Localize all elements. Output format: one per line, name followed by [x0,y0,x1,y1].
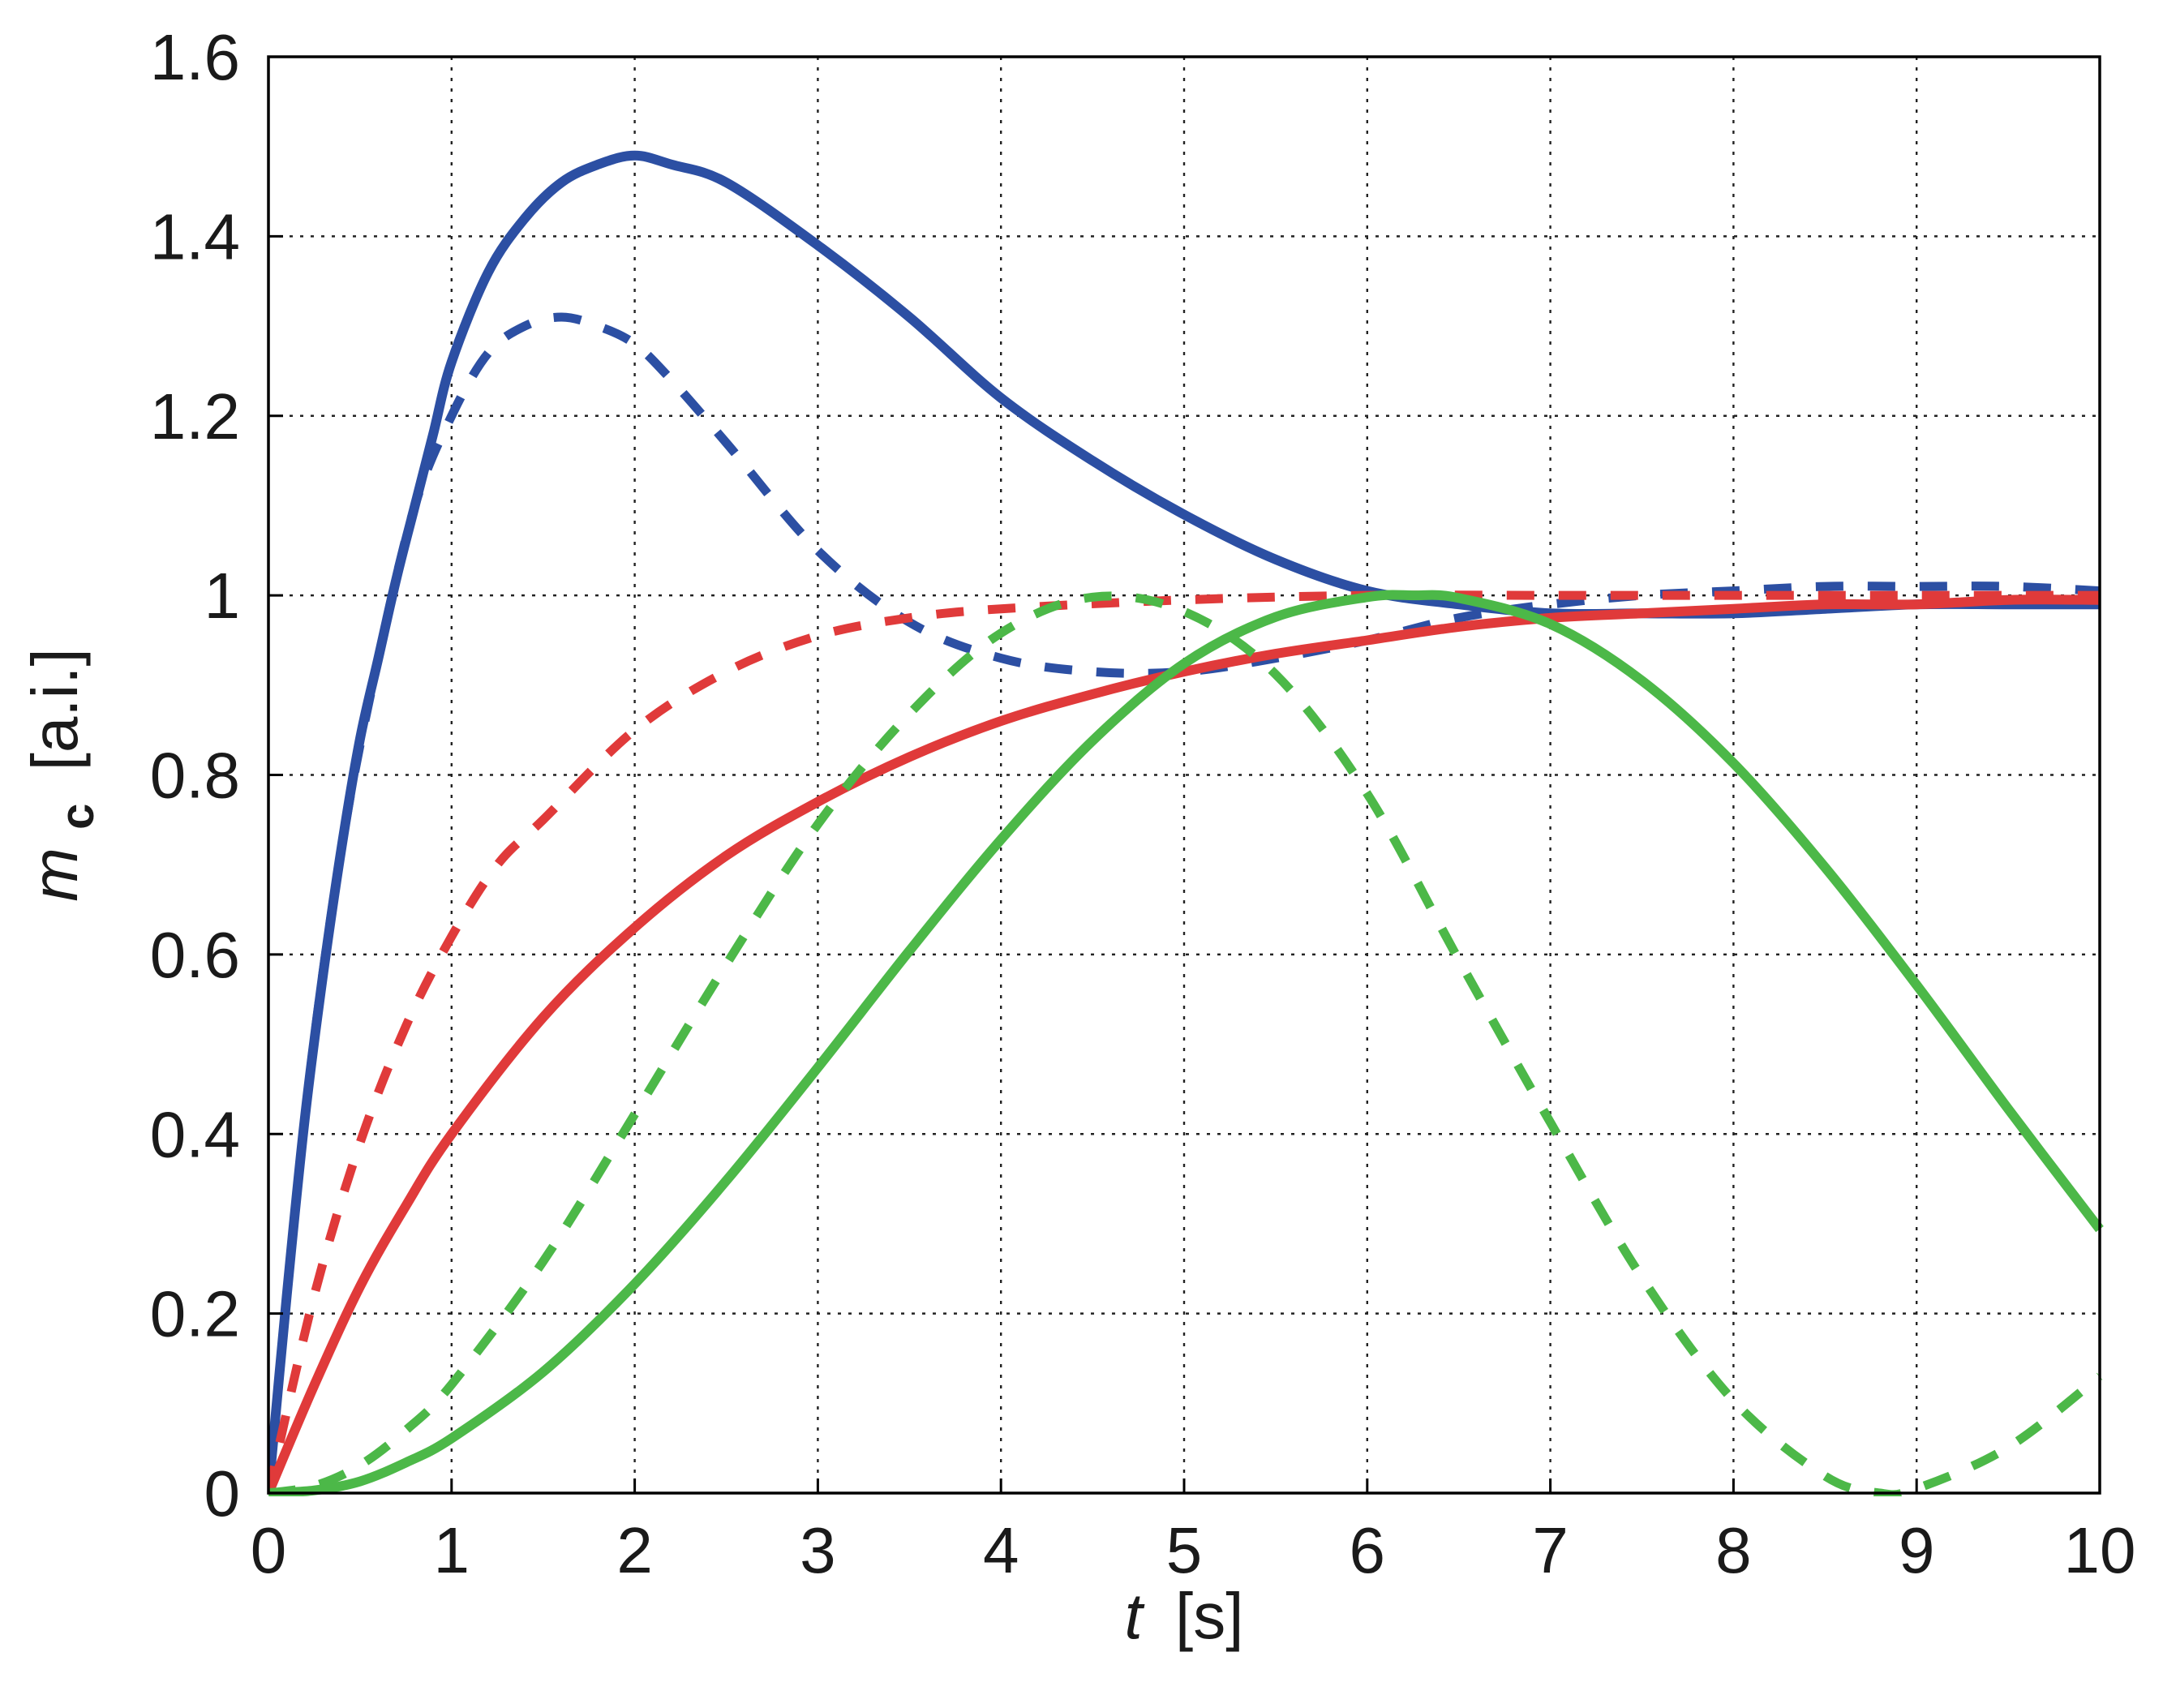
x-tick-label: 6 [1350,1514,1386,1586]
series-line-4 [268,590,2100,1495]
y-tick-label: 1.6 [150,21,240,93]
x-tick-label: 0 [251,1514,287,1586]
y-tick-label: 0.4 [150,1098,240,1170]
x-tick-label: 10 [2064,1514,2136,1586]
x-tick-label: 8 [1715,1514,1752,1586]
y-axis-unit: [a.i.] [19,648,91,770]
x-tick-labels: 0 1 2 3 4 5 6 7 8 9 10 [251,1478,2136,1586]
x-tick-label: 9 [1899,1514,1935,1586]
y-axis-label: m c [a.i.] [19,648,107,902]
x-tick-label: 4 [983,1514,1019,1586]
x-tick-label: 1 [434,1514,470,1586]
y-tick-label: 1.4 [150,200,240,273]
series-line-5 [268,590,2104,1496]
series-line-3 [268,594,2101,1496]
x-axis-label: t [s] [1125,1580,1244,1652]
x-tick-label: 3 [800,1514,836,1586]
y-tick-label: 0.8 [150,740,240,812]
y-axis-subscript: c [51,804,104,830]
x-tick-label: 2 [616,1514,653,1586]
y-tick-label: 0.6 [150,919,240,991]
y-tick-label: 0.2 [150,1278,240,1350]
series-line-6 [268,591,2103,1496]
y-tick-label: 0 [204,1457,241,1530]
y-tick-labels: 0 0.2 0.4 0.6 0.8 1 1.2 1.4 1.6 [150,21,283,1530]
y-tick-label: 1.2 [150,380,240,453]
x-axis-var: t [1125,1580,1145,1652]
grid-lines [268,57,2100,1493]
x-tick-label: 5 [1166,1514,1203,1586]
series-group [268,150,2104,1496]
x-tick-label: 7 [1532,1514,1569,1586]
series-line-2 [268,312,2101,1494]
y-axis-var: m [19,848,91,902]
y-tick-label: 1 [204,560,241,632]
x-axis-unit: [s] [1175,1580,1243,1652]
